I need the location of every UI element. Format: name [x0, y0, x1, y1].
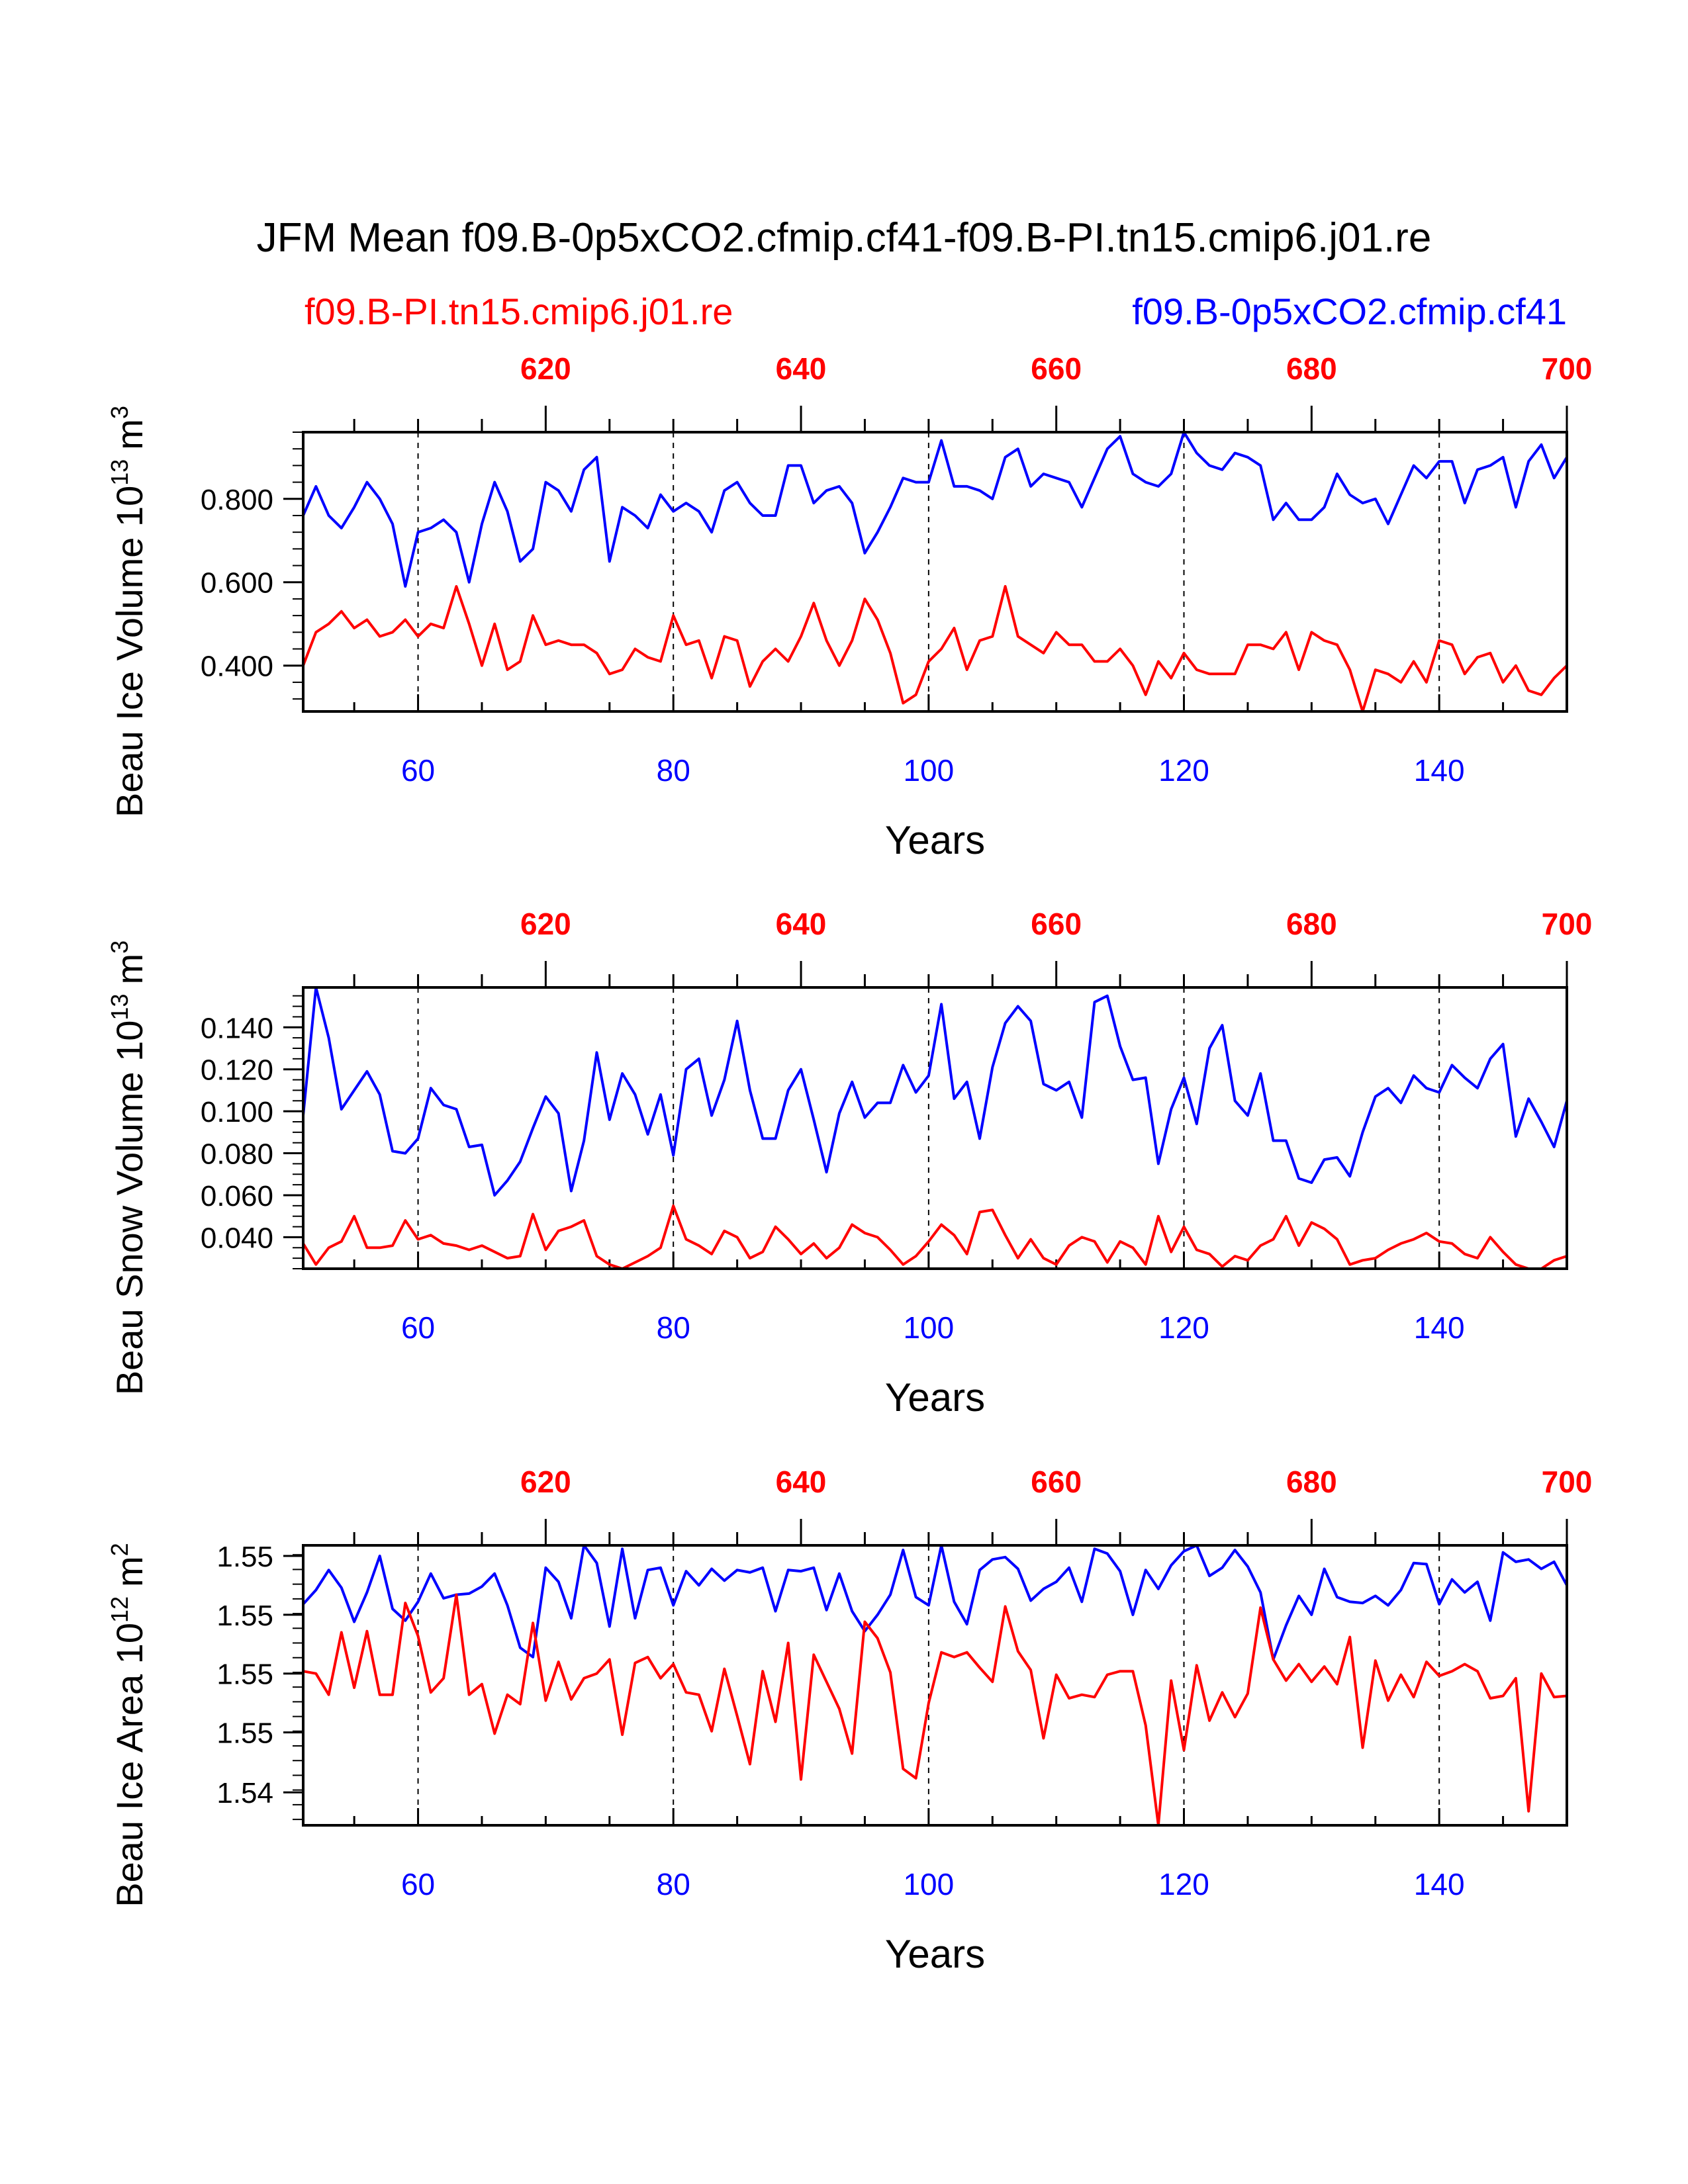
- x-tick-label: 140: [1414, 753, 1465, 788]
- y-axis-title-unit: m: [109, 1556, 150, 1587]
- y-axis-title: Beau Ice Volume 1013 m3: [106, 406, 150, 817]
- y-tick-label: 1.54: [216, 1777, 273, 1809]
- y-axis-title-exp: 12: [106, 1596, 133, 1623]
- y-axis-title: Beau Snow Volume 1013 m3: [106, 940, 150, 1395]
- top-tick-label: 660: [1031, 907, 1082, 941]
- y-axis-title-unit-exp: 3: [106, 406, 133, 419]
- y-tick-label: 0.120: [201, 1054, 273, 1087]
- series-line-red: [303, 1204, 1567, 1269]
- series-line-red: [303, 585, 1567, 711]
- y-axis-title-main: Beau Ice Area 10: [109, 1623, 150, 1907]
- y-axis-title-exp: 13: [106, 994, 133, 1021]
- y-tick-label: 0.600: [201, 567, 273, 600]
- top-tick-label: 640: [776, 1465, 827, 1499]
- panels: 60 80 100 120 140 620 640 660 680 700 0.400 0.600 0.…: [106, 351, 1592, 1976]
- y-tick-label: 1.55: [216, 1659, 273, 1691]
- y-axis-title-main: Beau Ice Volume 10: [109, 486, 150, 817]
- y-axis-title-unit: m: [109, 419, 150, 450]
- x-tick-label: 120: [1158, 1310, 1209, 1345]
- x-tick-label: 100: [903, 1310, 954, 1345]
- panel-2: 60 80 100 120 140 620 640 660 680 700 0.040 0.060 0.…: [106, 907, 1592, 1420]
- x-tick-label: 80: [657, 1310, 690, 1345]
- top-tick-label: 640: [776, 351, 827, 386]
- y-tick-label: 0.040: [201, 1222, 273, 1254]
- top-tick-label: 700: [1542, 351, 1593, 386]
- y-tick-label: 0.140: [201, 1012, 273, 1044]
- top-tick-label: 700: [1542, 907, 1593, 941]
- x-tick-label: 80: [657, 1867, 690, 1901]
- x-tick-label: 120: [1158, 753, 1209, 788]
- y-tick-label: 0.060: [201, 1180, 273, 1212]
- x-tick-label: 60: [401, 753, 435, 788]
- series-line-blue: [303, 1545, 1567, 1661]
- x-axis-title: Years: [885, 1932, 985, 1976]
- chart-title: JFM Mean f09.B-0p5xCO2.cfmip.cf41-f09.B-…: [257, 215, 1432, 261]
- top-tick-label: 680: [1286, 1465, 1337, 1499]
- series-line-blue: [303, 987, 1567, 1197]
- panel-3: 60 80 100 120 140 620 640 660 680 700 1.54 1.55 1.55…: [106, 1465, 1592, 1976]
- legend-blue-label: f09.B-0p5xCO2.cfmip.cf41: [1132, 291, 1567, 332]
- y-axis-title-exp: 13: [106, 459, 133, 486]
- top-tick-label: 640: [776, 907, 827, 941]
- y-axis-title-unit: m: [109, 954, 150, 985]
- series-line-blue: [303, 432, 1567, 588]
- series-line-red: [303, 1593, 1567, 1825]
- x-tick-label: 140: [1414, 1310, 1465, 1345]
- x-axis-title: Years: [885, 1375, 985, 1420]
- x-tick-label: 80: [657, 753, 690, 788]
- y-tick-label: 0.080: [201, 1138, 273, 1171]
- y-tick-label: 0.400: [201, 651, 273, 683]
- top-tick-label: 680: [1286, 351, 1337, 386]
- panel-1: 60 80 100 120 140 620 640 660 680 700 0.400 0.600 0.…: [106, 351, 1592, 862]
- plot-frame: [302, 1544, 1568, 1827]
- y-axis-title: Beau Ice Area 1012 m2: [106, 1543, 150, 1907]
- y-axis-title-unit-exp: 2: [106, 1543, 133, 1556]
- top-tick-label: 700: [1542, 1465, 1593, 1499]
- top-tick-label: 680: [1286, 907, 1337, 941]
- plot-frame: [302, 986, 1568, 1270]
- x-tick-label: 60: [401, 1310, 435, 1345]
- y-tick-label: 1.55: [216, 1717, 273, 1750]
- y-axis-title-unit-exp: 3: [106, 940, 133, 954]
- top-tick-label: 660: [1031, 1465, 1082, 1499]
- x-tick-label: 60: [401, 1867, 435, 1901]
- x-tick-label: 100: [903, 753, 954, 788]
- x-tick-label: 100: [903, 1867, 954, 1901]
- y-tick-label: 1.55: [216, 1541, 273, 1573]
- y-tick-label: 0.800: [201, 484, 273, 516]
- legend-red-label: f09.B-PI.tn15.cmip6.j01.re: [305, 291, 733, 332]
- top-tick-label: 620: [520, 1465, 571, 1499]
- y-axis-title-main: Beau Snow Volume 10: [109, 1021, 150, 1396]
- x-tick-label: 140: [1414, 1867, 1465, 1901]
- x-tick-label: 120: [1158, 1867, 1209, 1901]
- top-tick-label: 660: [1031, 351, 1082, 386]
- y-tick-label: 0.100: [201, 1096, 273, 1128]
- top-tick-label: 620: [520, 351, 571, 386]
- x-axis-title: Years: [885, 818, 985, 862]
- top-tick-label: 620: [520, 907, 571, 941]
- y-tick-label: 1.55: [216, 1600, 273, 1632]
- plot-frame: [302, 431, 1568, 713]
